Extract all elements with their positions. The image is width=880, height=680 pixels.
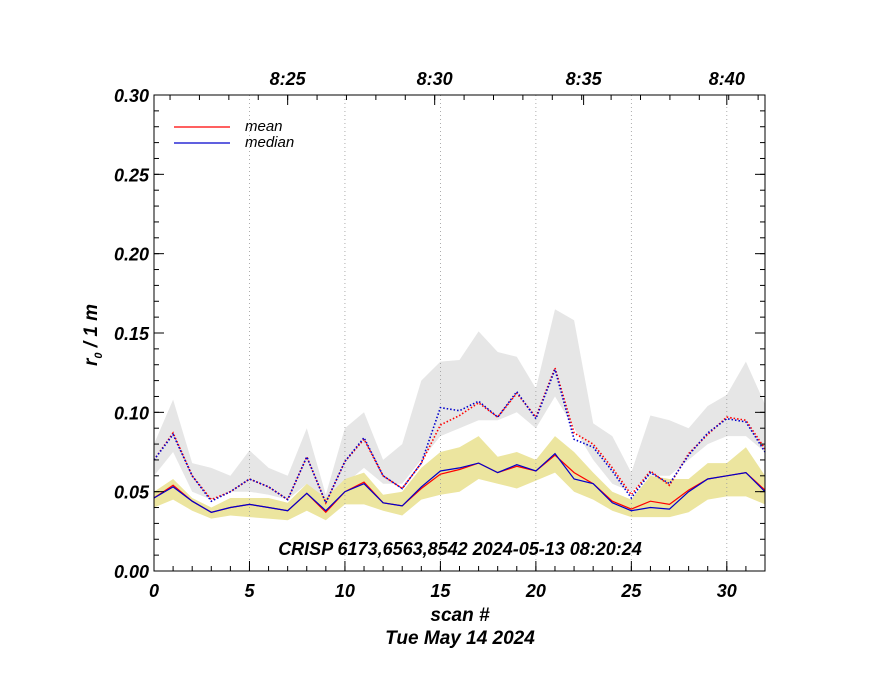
y-tick-label: 0.05 xyxy=(114,483,150,503)
x-tick-label: 25 xyxy=(620,581,642,601)
x-tick-label: 20 xyxy=(525,581,546,601)
series-line-median xyxy=(153,452,766,513)
date-label: Tue May 14 2024 xyxy=(385,628,535,649)
legend-label-mean: mean xyxy=(245,118,283,135)
y-axis-title-rest: / 1 m xyxy=(81,304,102,353)
y-tick-label: 0.00 xyxy=(114,562,149,582)
lower-range-band xyxy=(154,436,765,521)
x-tick-label: 5 xyxy=(244,581,255,601)
legend-label-median: median xyxy=(245,134,294,151)
annotation-text: CRISP 6173,6563,8542 2024-05-13 08:20:24 xyxy=(278,539,642,559)
y-axis-title: r0 / 1 m xyxy=(81,304,105,366)
x-tick-label: 15 xyxy=(430,581,451,601)
svg-text:r0 / 1 m: r0 / 1 m xyxy=(81,304,105,366)
axes-layer: 0.00 0.05 0.10 0.15 0.20 0.25 0.30 0 5 10 15 20 25 30… xyxy=(114,69,766,601)
y-tick-label: 0.25 xyxy=(114,165,150,185)
x-tick-label: 10 xyxy=(335,581,355,601)
top-tick-label: 8:25 xyxy=(270,69,307,89)
series-layer xyxy=(153,365,766,514)
y-tick-label: 0.15 xyxy=(114,324,150,344)
y-tick-label: 0.20 xyxy=(114,245,149,265)
y-axis-title-main: r xyxy=(81,357,102,366)
x-tick-label: 0 xyxy=(149,581,159,601)
x-tick-label: 30 xyxy=(717,581,737,601)
top-tick-label: 8:35 xyxy=(566,69,603,89)
y-tick-label: 0.10 xyxy=(114,403,149,423)
y-axis-title-subscript: 0 xyxy=(93,352,105,359)
top-tick-label: 8:30 xyxy=(417,69,453,89)
top-tick-label: 8:40 xyxy=(709,69,745,89)
series-line-mean-upper xyxy=(153,365,766,505)
x-axis-title: scan # xyxy=(430,605,490,626)
y-tick-label: 0.30 xyxy=(114,86,149,106)
